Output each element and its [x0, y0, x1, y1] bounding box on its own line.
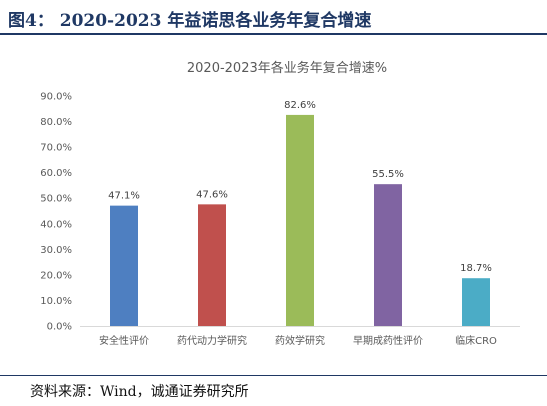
category-label: 早期成药性评价	[353, 334, 423, 347]
y-tick-label: 50.0%	[40, 194, 72, 205]
y-tick-label: 0.0%	[47, 322, 72, 333]
y-tick-label: 30.0%	[40, 245, 72, 256]
data-label: 18.7%	[460, 263, 492, 274]
y-tick-label: 20.0%	[40, 270, 72, 281]
y-tick-label: 80.0%	[40, 117, 72, 128]
x-axis: 安全性评价 药代动力学研究 药效学研究 早期成药性评价 临床CRO	[99, 334, 497, 347]
chart-title: 2020-2023年各业务年复合增速%	[187, 60, 387, 76]
figure-header: 图4： 2020-2023 年益诺思各业务年复合增速	[0, 0, 547, 35]
y-tick-label: 90.0%	[40, 92, 72, 103]
data-label: 47.6%	[196, 189, 228, 200]
bar	[374, 184, 402, 326]
category-label: 药效学研究	[275, 334, 325, 347]
data-label: 82.6%	[284, 100, 316, 111]
y-axis: 0.0% 10.0% 20.0% 30.0% 40.0% 50.0% 60.0% 70.0% 8…	[40, 92, 72, 333]
figure-title: 图4： 2020-2023 年益诺思各业务年复合增速	[8, 11, 372, 31]
data-label: 47.1%	[108, 191, 140, 202]
y-tick-label: 60.0%	[40, 168, 72, 179]
bar-chart: 2020-2023年各业务年复合增速% 0.0% 10.0% 20.0% 30.0% 4…	[40, 60, 520, 347]
category-label: 药代动力学研究	[177, 334, 247, 347]
category-label: 安全性评价	[99, 334, 149, 347]
bar	[110, 205, 138, 326]
y-tick-label: 70.0%	[40, 143, 72, 154]
footer-rule	[0, 375, 547, 376]
bar	[198, 204, 226, 326]
data-label: 55.5%	[372, 169, 404, 180]
y-tick-label: 40.0%	[40, 219, 72, 230]
y-tick-label: 10.0%	[40, 296, 72, 307]
header-rule	[0, 33, 547, 35]
bar-series: 47.1% 47.6% 82.6% 55.5% 18.7%	[108, 100, 492, 327]
bar	[286, 114, 314, 327]
category-label: 临床CRO	[455, 334, 497, 347]
source-note: 资料来源：Wind，诚通证券研究所	[30, 384, 249, 400]
bar	[462, 278, 490, 326]
